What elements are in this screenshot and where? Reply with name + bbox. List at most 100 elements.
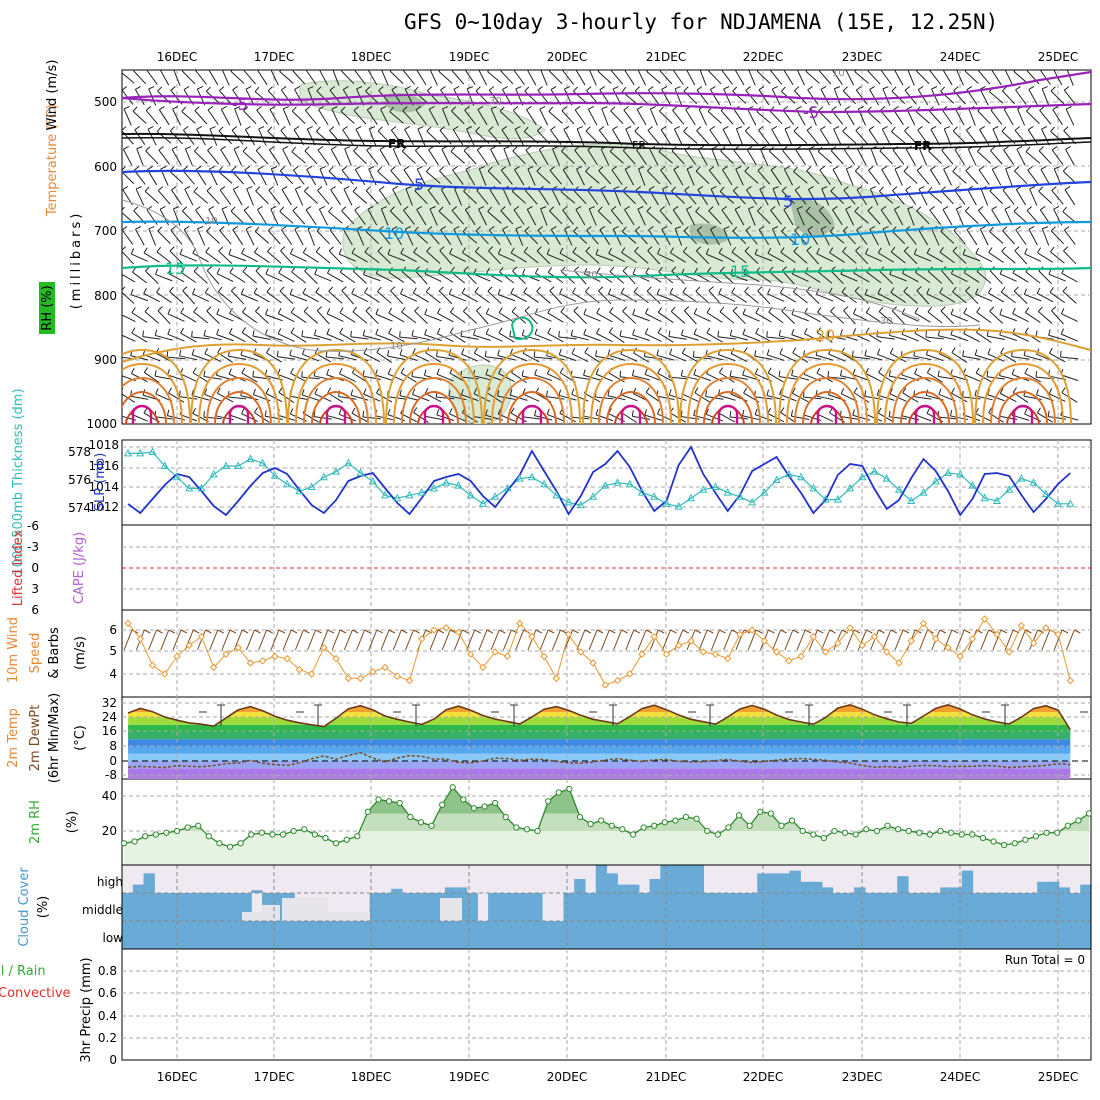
wind-barb: [466, 128, 475, 146]
wind-barb-flag: [499, 106, 505, 112]
wind-barb: [246, 188, 254, 206]
wind-barb-flag: [269, 105, 276, 110]
wind-barb-flag: [1060, 328, 1065, 335]
wind-barb: [426, 90, 440, 105]
wind-barb: [343, 188, 353, 206]
wind-barb-flag: [974, 349, 978, 356]
wind-barb-flag: [779, 287, 784, 294]
wind-barb: [330, 149, 341, 166]
cloud-bar: [724, 921, 737, 949]
cloud-bar: [606, 893, 618, 921]
label-plus15-b: 15: [730, 262, 750, 281]
wind-barb: [206, 270, 220, 285]
thickness-point: [368, 476, 377, 485]
label-slp: SLP (mb): [93, 453, 108, 512]
wind-barb: [154, 375, 173, 381]
wind-barb-flag: [485, 308, 490, 314]
wind10m-speed-point: [418, 635, 426, 643]
surface-temp-loop: [483, 348, 581, 424]
wind-barb-flag: [843, 306, 849, 311]
wind-barb-flag: [475, 126, 480, 132]
wind-barb-flag: [330, 186, 336, 191]
wind-barb-flag: [196, 125, 203, 130]
wind-barb-flag: [793, 126, 799, 132]
wind10m-barb: [637, 629, 647, 651]
wind10m-barb-flag: [266, 629, 273, 634]
thickness-point: [405, 490, 414, 499]
wind-barb-flag: [130, 248, 135, 255]
wind-barb: [952, 171, 967, 184]
wind-barb-flag: [742, 308, 746, 315]
rh-point: [598, 817, 605, 824]
wind-barb: [546, 253, 565, 262]
thickness-point: [491, 492, 500, 500]
wind-barb: [305, 209, 317, 225]
label-barbs: & Barbs: [47, 627, 62, 679]
wind-barb-flag: [131, 367, 135, 374]
wind-barb: [255, 150, 269, 165]
wind-barb-flag: [473, 347, 478, 354]
wind10m-barb-flag: [633, 629, 641, 634]
wind-barb-flag: [412, 287, 417, 294]
wind-barb-flag: [891, 126, 896, 132]
wind-barb: [832, 169, 843, 186]
wind-barb-flag: [209, 66, 214, 69]
wind-barb: [549, 290, 563, 305]
surface-temp-loop: [900, 390, 950, 424]
wind-barb-flag: [952, 286, 957, 293]
wind-barb-flag: [257, 166, 264, 170]
wind-barb: [413, 251, 429, 264]
wind-barb: [476, 149, 488, 165]
wind-barb-flag: [926, 407, 931, 414]
wind-barb-flag: [682, 246, 688, 253]
thickness-point: [332, 467, 341, 475]
wind-barb-flag: [684, 186, 690, 191]
wind-barb-flag: [453, 86, 460, 90]
wind-barb: [402, 70, 415, 85]
wind-barb-flag: [672, 106, 678, 111]
wind-barb: [681, 334, 699, 341]
wind-barb-flag: [966, 86, 973, 91]
wind-barb: [196, 129, 206, 146]
wind-barb-flag: [585, 246, 591, 252]
rh-point: [279, 831, 287, 838]
wind-barb-flag: [695, 286, 701, 292]
wind-barb: [601, 108, 609, 126]
p-tick-600: 600: [94, 160, 117, 174]
wind-barb-flag: [380, 106, 387, 110]
wind-barb: [723, 88, 732, 106]
wind-barb: [547, 312, 564, 323]
wind10m-speed-point: [772, 648, 781, 656]
wind10m-speed-point: [307, 670, 316, 678]
label-rh30-b: 30: [585, 270, 598, 281]
wind-barb-flag: [144, 306, 150, 312]
wind-barb: [854, 211, 869, 224]
surface-temp-peak: [521, 404, 543, 424]
day-label-top: 18DEC: [351, 50, 391, 64]
wind-barb-flag: [832, 70, 833, 71]
wind10m-barb-flag: [572, 629, 579, 634]
thickness-point: [1054, 499, 1063, 507]
wind-barb-flag: [365, 186, 371, 192]
wind-barb: [1017, 108, 1026, 126]
wind-barb: [448, 395, 467, 401]
thickness-point: [466, 490, 475, 499]
cloud-bar: [208, 921, 220, 949]
wind-barb: [305, 70, 317, 85]
wind-barb-flag: [894, 166, 901, 170]
wind-barb-flag: [991, 70, 992, 71]
surface-temp-loop: [401, 376, 467, 424]
wind-barb-flag: [362, 410, 365, 418]
wind-barb-flag: [185, 146, 192, 150]
wind-barb: [706, 253, 724, 262]
wind-barb: [122, 149, 133, 166]
wind-barb-flag: [525, 146, 532, 151]
wind-barb: [721, 209, 733, 225]
wind-barb: [474, 352, 491, 363]
wind-barb: [840, 273, 858, 282]
wind10m-speed-point: [821, 648, 830, 656]
wind-barb: [732, 90, 747, 104]
wind-barb-flag: [319, 166, 326, 170]
wind-barb-flag: [484, 350, 487, 357]
wind10m-barb-flag: [352, 629, 359, 634]
